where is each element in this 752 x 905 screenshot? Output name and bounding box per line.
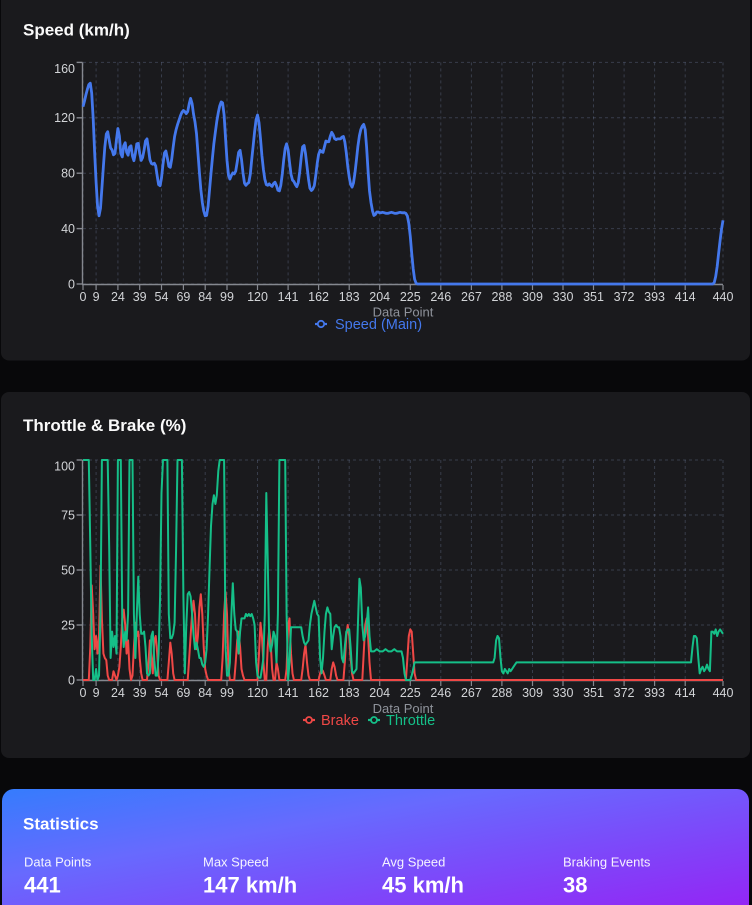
svg-text:54: 54 (155, 686, 169, 700)
svg-text:372: 372 (614, 686, 635, 700)
svg-text:99: 99 (220, 686, 234, 700)
svg-text:Data Point: Data Point (373, 701, 434, 716)
svg-text:Throttle & Brake (%): Throttle & Brake (%) (23, 416, 186, 435)
svg-text:Braking Events: Braking Events (563, 855, 651, 870)
svg-text:Speed (Main): Speed (Main) (335, 317, 422, 333)
svg-text:183: 183 (339, 686, 360, 700)
svg-text:120: 120 (247, 686, 268, 700)
svg-text:246: 246 (430, 686, 451, 700)
svg-text:9: 9 (93, 290, 100, 304)
svg-text:80: 80 (61, 167, 75, 181)
svg-text:75: 75 (61, 508, 75, 522)
svg-text:120: 120 (247, 290, 268, 304)
svg-text:225: 225 (400, 290, 421, 304)
svg-text:39: 39 (133, 686, 147, 700)
svg-text:Max Speed: Max Speed (203, 855, 269, 870)
svg-text:141: 141 (278, 290, 299, 304)
svg-text:Data Points: Data Points (24, 855, 92, 870)
svg-text:309: 309 (522, 290, 543, 304)
svg-text:309: 309 (522, 686, 543, 700)
svg-text:288: 288 (491, 686, 512, 700)
svg-text:Speed (km/h): Speed (km/h) (23, 20, 130, 39)
svg-text:414: 414 (675, 686, 696, 700)
svg-text:0: 0 (80, 290, 87, 304)
svg-text:45 km/h: 45 km/h (382, 873, 464, 898)
svg-text:Avg Speed: Avg Speed (382, 855, 445, 870)
svg-text:351: 351 (583, 686, 604, 700)
svg-text:50: 50 (61, 563, 75, 577)
svg-text:Data Point: Data Point (373, 305, 434, 320)
svg-text:120: 120 (54, 111, 75, 125)
svg-text:330: 330 (553, 290, 574, 304)
svg-text:0: 0 (68, 673, 75, 687)
svg-text:Throttle: Throttle (386, 713, 435, 729)
svg-text:351: 351 (583, 290, 604, 304)
svg-text:25: 25 (61, 618, 75, 632)
svg-text:84: 84 (198, 290, 212, 304)
svg-text:162: 162 (308, 290, 329, 304)
svg-text:147 km/h: 147 km/h (203, 873, 297, 898)
svg-text:267: 267 (461, 290, 482, 304)
svg-text:204: 204 (369, 686, 390, 700)
svg-text:54: 54 (155, 290, 169, 304)
svg-text:69: 69 (176, 686, 190, 700)
svg-text:69: 69 (176, 290, 190, 304)
svg-text:372: 372 (614, 290, 635, 304)
svg-text:24: 24 (111, 686, 125, 700)
svg-text:141: 141 (278, 686, 299, 700)
svg-text:440: 440 (713, 290, 734, 304)
svg-text:Brake: Brake (321, 713, 359, 729)
svg-text:267: 267 (461, 686, 482, 700)
svg-text:204: 204 (369, 290, 390, 304)
svg-text:330: 330 (553, 686, 574, 700)
svg-text:39: 39 (133, 290, 147, 304)
svg-text:40: 40 (61, 222, 75, 236)
svg-text:0: 0 (80, 686, 87, 700)
svg-text:160: 160 (54, 62, 75, 76)
svg-text:393: 393 (644, 290, 665, 304)
svg-text:162: 162 (308, 686, 329, 700)
svg-text:24: 24 (111, 290, 125, 304)
svg-text:9: 9 (93, 686, 100, 700)
svg-text:288: 288 (491, 290, 512, 304)
svg-text:Statistics: Statistics (23, 815, 99, 834)
svg-text:38: 38 (563, 873, 587, 898)
svg-text:393: 393 (644, 686, 665, 700)
svg-text:84: 84 (198, 686, 212, 700)
svg-text:246: 246 (430, 290, 451, 304)
svg-text:99: 99 (220, 290, 234, 304)
svg-text:0: 0 (68, 277, 75, 291)
svg-text:440: 440 (713, 686, 734, 700)
svg-text:100: 100 (54, 460, 75, 474)
svg-text:414: 414 (675, 290, 696, 304)
svg-text:441: 441 (24, 873, 61, 898)
svg-text:183: 183 (339, 290, 360, 304)
svg-text:225: 225 (400, 686, 421, 700)
